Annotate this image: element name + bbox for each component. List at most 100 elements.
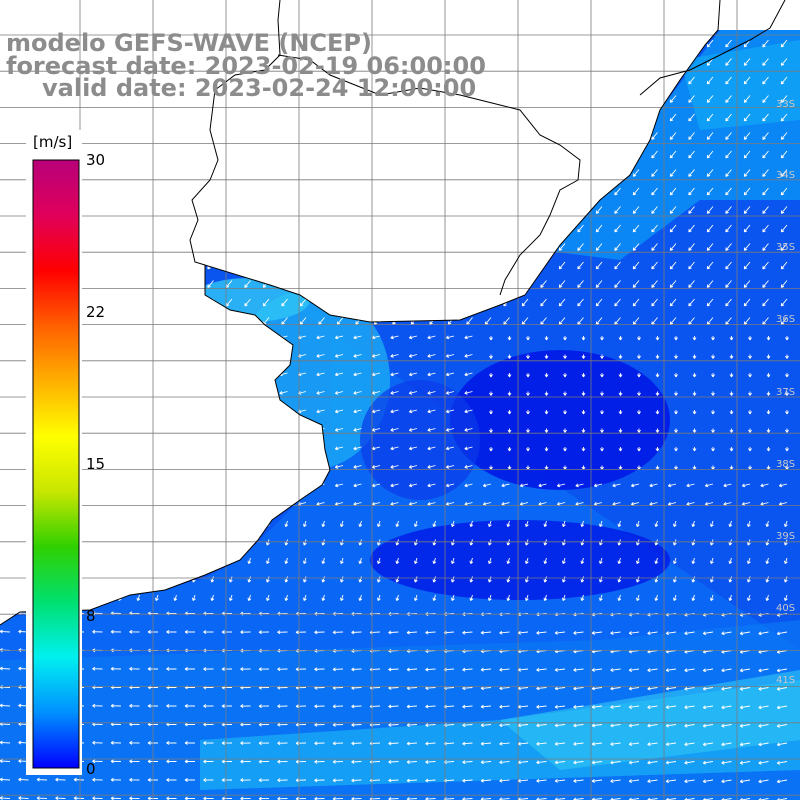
wind-arrow <box>451 576 455 583</box>
wind-arrow <box>595 298 603 307</box>
colorbar-ramp <box>32 159 80 769</box>
wind-arrow <box>637 410 641 415</box>
wind-arrow <box>580 576 585 583</box>
wind-arrow <box>684 779 695 784</box>
wind-arrow <box>388 630 399 635</box>
wind-arrow <box>758 705 769 710</box>
wind-arrow <box>688 206 695 214</box>
wind-arrow <box>358 539 363 546</box>
wind-arrow <box>591 760 603 765</box>
wind-arrow <box>692 391 697 396</box>
lat-label: 37S <box>776 387 795 398</box>
wind-arrow <box>573 704 584 709</box>
wind-arrow <box>780 39 788 48</box>
wind-arrow <box>673 539 677 546</box>
wind-arrow <box>577 243 584 251</box>
wind-arrow <box>747 576 751 583</box>
colorbar-tick: 30 <box>86 151 105 169</box>
wind-arrow <box>610 686 621 691</box>
wind-arrow <box>506 594 511 602</box>
wind-arrow <box>776 742 788 747</box>
wind-arrow <box>651 150 658 159</box>
wind-arrow <box>314 630 325 635</box>
wind-arrow <box>303 520 307 528</box>
wind-arrow <box>692 428 697 433</box>
wind-arrow <box>762 39 769 48</box>
wind-arrow <box>780 95 788 103</box>
wind-arrow <box>558 298 566 307</box>
wind-arrow <box>628 742 640 746</box>
wind-arrow <box>743 132 751 140</box>
wind-arrow <box>295 759 307 764</box>
wind-arrow <box>334 428 344 432</box>
wind-arrow <box>580 539 585 546</box>
wind-arrow <box>244 298 251 307</box>
wind-arrow <box>445 446 455 451</box>
wind-arrow <box>240 722 251 727</box>
colorbar-tick: 15 <box>86 455 105 473</box>
wind-arrow <box>628 668 640 672</box>
wind-arrow <box>725 261 732 270</box>
wind-arrow <box>706 150 714 159</box>
map-title: modelo GEFS-WAVE (NCEP) forecast date: 2… <box>6 29 486 102</box>
wind-arrow <box>591 779 603 783</box>
wind-arrow <box>525 557 529 565</box>
wind-arrow <box>721 668 732 673</box>
wind-arrow <box>395 576 400 583</box>
wind-arrow <box>517 760 529 765</box>
wind-arrow <box>665 760 677 765</box>
wind-arrow <box>647 686 658 691</box>
wind-arrow <box>748 373 752 378</box>
wind-arrow <box>600 373 604 378</box>
wind-arrow <box>580 557 585 565</box>
wind-arrow <box>725 58 732 66</box>
wind-arrow <box>758 631 769 636</box>
wind-arrow <box>432 594 437 602</box>
lat-label: 39S <box>776 531 795 542</box>
wind-arrow <box>408 465 418 469</box>
wind-arrow <box>192 594 196 602</box>
wind-arrow <box>332 667 344 672</box>
wind-arrow <box>760 483 769 488</box>
wind-arrow <box>684 705 695 710</box>
wind-arrow <box>544 354 549 359</box>
wind-arrow <box>351 778 362 783</box>
wind-arrow <box>554 760 566 765</box>
wind-arrow <box>340 594 344 602</box>
wind-arrow <box>353 391 362 395</box>
wind-arrow <box>581 447 586 452</box>
wind-arrow <box>765 576 770 583</box>
wind-arrow <box>425 741 436 746</box>
wind-arrow <box>314 741 325 746</box>
wind-arrow <box>702 705 714 710</box>
wind-arrow <box>482 483 492 488</box>
wind-arrow <box>462 760 473 765</box>
wind-arrow <box>334 354 344 358</box>
wind-arrow <box>558 243 566 251</box>
wind-arrow <box>425 760 436 764</box>
wind-arrow <box>464 335 473 340</box>
wind-arrow <box>599 557 603 565</box>
wind-arrow <box>573 630 584 635</box>
wind-arrow <box>488 520 492 528</box>
wind-arrow <box>728 539 733 546</box>
wind-arrow <box>784 594 788 602</box>
wind-arrow <box>632 298 640 307</box>
wind-arrow <box>762 243 769 251</box>
wind-arrow <box>499 760 510 765</box>
wind-arrow <box>692 447 697 452</box>
wind-arrow <box>743 58 751 66</box>
wind-arrow <box>432 520 437 528</box>
wind-arrow <box>684 686 695 691</box>
wind-arrow <box>451 520 455 528</box>
wind-arrow <box>563 447 567 452</box>
wind-arrow <box>665 742 677 747</box>
wind-arrow <box>686 483 695 488</box>
wind-arrow <box>390 354 399 358</box>
wind-arrow <box>684 631 695 636</box>
wind-arrow <box>334 465 344 469</box>
wind-arrow <box>725 298 732 307</box>
wind-arrow <box>0 777 11 782</box>
wind-arrow <box>711 391 715 396</box>
wind-arrow <box>556 483 566 488</box>
